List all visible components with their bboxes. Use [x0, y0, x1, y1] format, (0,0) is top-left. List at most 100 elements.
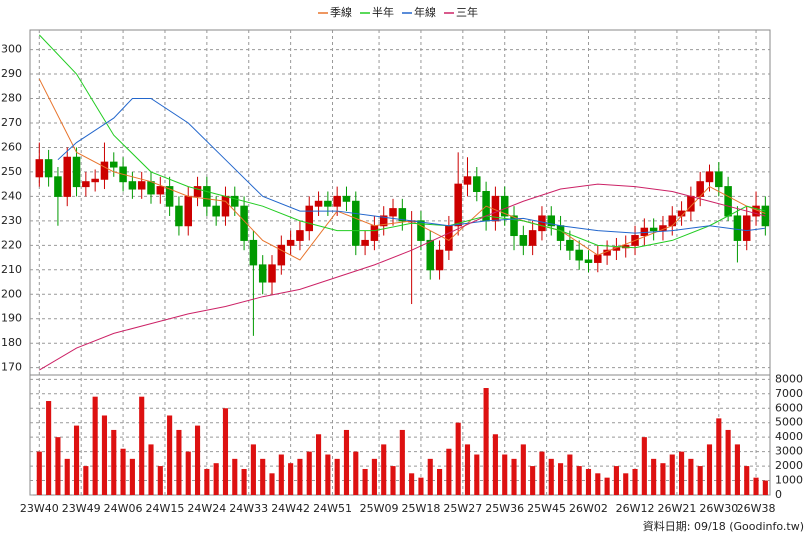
candle-body: [100, 161, 109, 180]
candle-body: [184, 195, 192, 227]
y-tick-label: 2000: [775, 459, 803, 472]
candle-body: [314, 200, 323, 207]
candle-body: [147, 181, 155, 195]
volume-bar: [157, 466, 163, 495]
candle-body: [342, 195, 351, 202]
x-tick-label: 26W38: [737, 502, 776, 515]
y-tick-label: 170: [1, 361, 22, 374]
volume-bar: [334, 458, 340, 495]
y-tick-label: 230: [1, 214, 22, 227]
y-tick-label: 0: [775, 488, 782, 501]
candle-body: [305, 205, 314, 232]
x-tick-label: 25W27: [443, 502, 482, 515]
volume-bar: [762, 480, 768, 495]
candle-body: [35, 159, 44, 178]
volume-bar: [325, 454, 331, 495]
candle-body: [398, 208, 407, 222]
x-tick-label: 25W09: [360, 502, 399, 515]
x-tick-label: 24W42: [271, 502, 310, 515]
candle-body: [91, 178, 99, 183]
candle-body: [221, 195, 230, 217]
candle-body: [379, 215, 388, 227]
volume-bar: [651, 458, 657, 495]
candle-body: [463, 176, 472, 185]
volume-bar: [688, 458, 694, 495]
volume-bar: [725, 429, 731, 495]
plot-frame: [29, 29, 771, 496]
volume-bar: [697, 466, 703, 495]
y-tick-label: 180: [1, 336, 22, 349]
volume-bar: [390, 466, 396, 495]
candle-body: [761, 205, 770, 227]
candle-body: [649, 227, 658, 232]
volume-bar: [734, 444, 740, 495]
x-tick-label: 25W36: [485, 502, 524, 515]
candle-body: [324, 200, 332, 207]
candle-body: [193, 186, 202, 197]
volume-bar: [585, 468, 592, 495]
candle-body: [715, 171, 723, 188]
volume-bar: [632, 468, 638, 495]
volume-bar: [753, 477, 759, 495]
volume-bar: [232, 458, 238, 495]
ma-line: [57, 98, 766, 234]
candle-body: [286, 239, 295, 246]
volume-bar: [418, 477, 424, 495]
x-tick-label: 25W18: [402, 502, 441, 515]
volume-bar: [669, 454, 675, 495]
x-tick-label: 24W06: [104, 502, 143, 515]
x-tick-label: 24W24: [187, 502, 226, 515]
candle-body: [370, 225, 379, 241]
candle-body: [668, 215, 677, 227]
volume-bar: [315, 434, 322, 495]
x-tick-label: 24W15: [146, 502, 185, 515]
volume-bar: [213, 463, 219, 495]
candle-body: [594, 254, 602, 263]
volume-bar: [64, 458, 70, 495]
volume-bar: [437, 468, 443, 495]
volume-bar: [269, 473, 275, 495]
y-tick-label: 4000: [775, 430, 803, 443]
candle-body: [44, 159, 53, 178]
volume-bar: [613, 466, 619, 495]
volume-bar: [427, 458, 433, 495]
volume-bar: [343, 429, 350, 495]
candle-body: [742, 215, 751, 241]
candle-body: [426, 239, 435, 271]
volume-bar: [567, 454, 573, 495]
candle-body: [54, 176, 62, 197]
x-tick-label: 26W21: [657, 502, 696, 515]
volume-bar: [139, 396, 145, 495]
volume-bar: [623, 473, 629, 495]
volume-bar: [101, 415, 108, 495]
legend-label: 季線: [330, 5, 352, 19]
candle-body: [110, 161, 118, 168]
volume-bar: [148, 444, 154, 495]
candle-body: [203, 186, 211, 207]
volume-bar: [706, 444, 713, 495]
candle-body: [128, 181, 137, 190]
y-tick-label: 280: [1, 92, 22, 105]
volume-bar: [576, 466, 582, 495]
volume-bar: [409, 473, 415, 495]
volume-bar: [716, 418, 722, 495]
candle-body: [165, 186, 174, 207]
volume-bar: [194, 425, 201, 495]
volume-bar: [306, 451, 312, 495]
candle-body: [454, 183, 462, 227]
y-tick-label: 3000: [775, 445, 803, 458]
volume-bar: [185, 451, 191, 495]
volume-bar: [241, 468, 247, 495]
legend-label: 年線: [414, 5, 436, 19]
ma-line: [39, 183, 766, 371]
y-tick-label: 5000: [775, 416, 803, 429]
candle-body: [417, 220, 425, 241]
volume-bar: [83, 466, 89, 495]
candle-body: [510, 215, 518, 237]
y-tick-label: 300: [1, 43, 22, 56]
candle-body: [258, 264, 267, 283]
volume-bar: [511, 458, 517, 495]
volume-bar: [297, 458, 303, 495]
candle-body: [733, 215, 742, 241]
volume-bar: [120, 448, 126, 495]
